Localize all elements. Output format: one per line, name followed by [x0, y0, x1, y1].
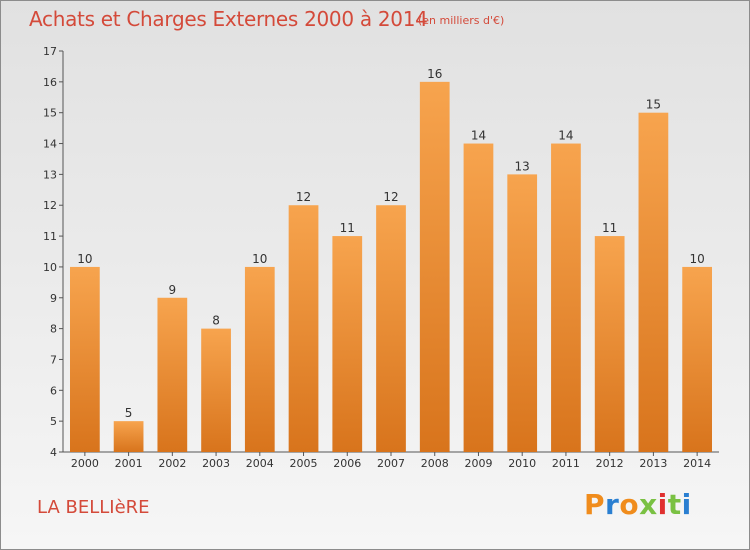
x-tick-label: 2006 [333, 457, 361, 470]
bar-value-label: 14 [471, 129, 486, 143]
x-tick-label: 2007 [377, 457, 405, 470]
bar-value-label: 11 [602, 221, 617, 235]
bar-value-label: 9 [169, 283, 177, 297]
x-tick-label: 2003 [202, 457, 230, 470]
bar-2004 [244, 266, 275, 452]
x-tick-label: 2005 [290, 457, 318, 470]
logo-letter: t [667, 488, 682, 521]
bar-2002 [157, 297, 188, 452]
logo-letter: o [619, 488, 640, 521]
bar-value-label: 10 [689, 252, 704, 266]
bar-2005 [288, 205, 319, 452]
y-tick-label: 5 [50, 415, 57, 428]
bar-2014 [682, 266, 713, 452]
x-tick-label: 2012 [596, 457, 624, 470]
bar-value-label: 13 [515, 159, 530, 173]
y-tick-label: 16 [43, 76, 57, 89]
bar-2006 [332, 236, 363, 452]
x-tick-label: 2008 [421, 457, 449, 470]
logo-letter: i [657, 488, 668, 521]
bar-2007 [376, 205, 406, 452]
axes: 4 5 6 7 8 9 10 11 12 13 14 15 16 17 2000 2001 2002 2003 20… [43, 45, 719, 470]
y-tick-label: 9 [50, 292, 57, 305]
y-tick-label: 13 [43, 168, 57, 181]
x-tick-label: 2000 [71, 457, 99, 470]
bar-2003 [201, 328, 231, 452]
bar-2009 [463, 143, 494, 453]
x-tick-label: 2013 [639, 457, 667, 470]
x-tick-label: 2011 [552, 457, 580, 470]
commune-name: LA BELLIèRE [37, 497, 150, 518]
y-tick-label: 11 [43, 230, 57, 243]
bar-2011 [551, 143, 581, 453]
bar-2008 [419, 81, 450, 452]
chart-title: Achats et Charges Externes 2000 à 2014 [29, 7, 428, 31]
bar-value-label: 11 [340, 221, 355, 235]
x-tick-label: 2014 [683, 457, 711, 470]
y-tick-label: 10 [43, 261, 57, 274]
bar-2013 [638, 112, 669, 452]
chart-subtitle: (en milliers d'€) [418, 14, 505, 27]
bar-value-label: 5 [125, 406, 133, 420]
x-tick-label: 2004 [246, 457, 274, 470]
bar-2012 [594, 236, 625, 452]
x-tick-label: 2002 [158, 457, 186, 470]
bar-value-label: 10 [77, 252, 92, 266]
x-tick-label: 2010 [508, 457, 536, 470]
x-tick-label: 2001 [115, 457, 143, 470]
y-tick-label: 12 [43, 199, 57, 212]
logo-letter: r [605, 488, 620, 521]
y-tick-label: 8 [50, 323, 57, 336]
bar-2000 [69, 266, 100, 452]
y-tick-label: 15 [43, 107, 57, 120]
x-tick-label: 2009 [464, 457, 492, 470]
bar-value-label: 15 [646, 98, 661, 112]
bar-value-label: 12 [296, 190, 311, 204]
bar-value-label: 14 [558, 129, 573, 143]
proxiti-logo: Proxiti [584, 488, 692, 521]
bar-value-label: 10 [252, 252, 267, 266]
bar-value-label: 8 [212, 314, 220, 328]
logo-letter: i [681, 488, 692, 521]
y-tick-label: 7 [50, 353, 57, 366]
y-tick-label: 6 [50, 384, 57, 397]
bar-2010 [507, 174, 538, 452]
bar-value-label: 12 [383, 190, 398, 204]
logo-letter: x [639, 488, 658, 521]
y-tick-label: 17 [43, 45, 57, 58]
y-tick-label: 14 [43, 138, 57, 151]
bar-value-label: 16 [427, 67, 442, 81]
bars: 10 5 9 8 10 12 11 12 16 14 13 14 11 15 10 [69, 67, 713, 453]
bar-2001 [113, 421, 144, 452]
logo-letter: P [584, 488, 606, 521]
y-tick-label: 4 [50, 446, 57, 459]
